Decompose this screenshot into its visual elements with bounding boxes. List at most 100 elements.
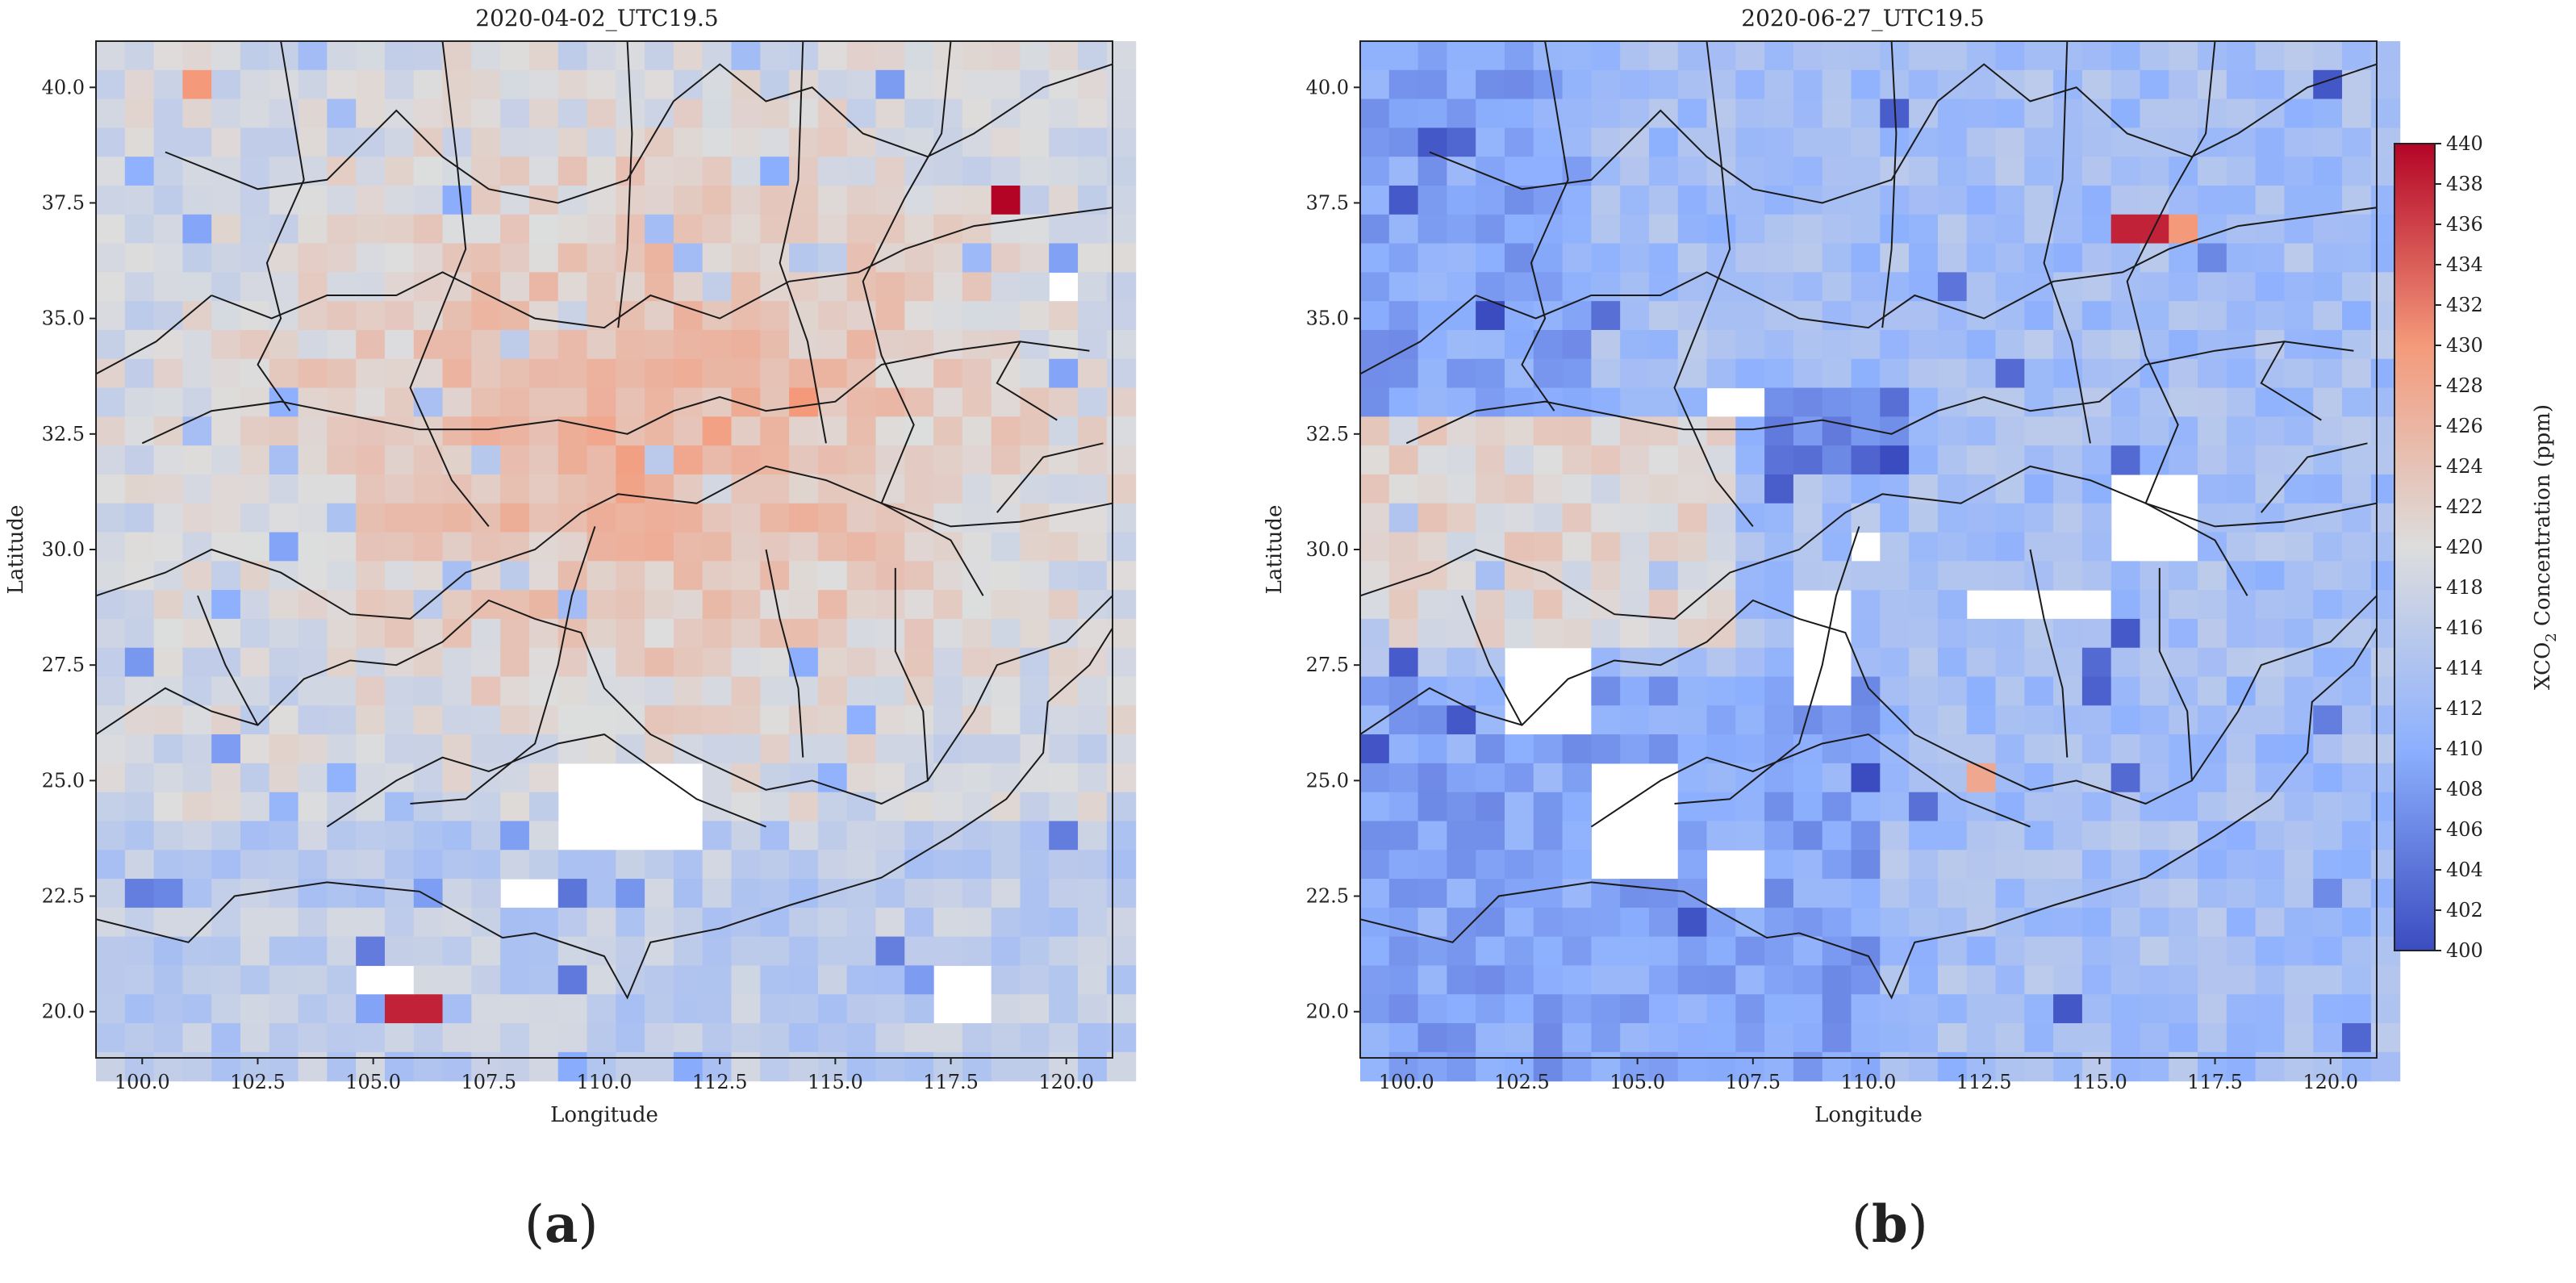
heatmap-cell (2226, 214, 2257, 244)
heatmap-cell (1447, 994, 1476, 1024)
heatmap-cell (1049, 214, 1079, 244)
heatmap-cell (2342, 850, 2372, 880)
heatmap-cell (789, 850, 819, 880)
heatmap-cell (1388, 503, 1419, 533)
heatmap-cell (1735, 41, 1765, 71)
heatmap-cell (182, 1023, 212, 1053)
heatmap-cell (1822, 98, 1852, 128)
heatmap-cell (298, 590, 328, 620)
heatmap-cell (211, 936, 241, 967)
heatmap-cell (2081, 329, 2112, 360)
heatmap-cell (1735, 965, 1765, 995)
heatmap-cell (471, 647, 501, 678)
heatmap-cell (1880, 445, 1910, 475)
heatmap-cell (2110, 936, 2141, 967)
heatmap-cell (1106, 214, 1137, 244)
heatmap-cell (1966, 734, 1997, 764)
heatmap-cell (587, 1023, 616, 1053)
heatmap-cell (327, 272, 357, 302)
heatmap-cell (1106, 618, 1137, 649)
heatmap-cell (760, 329, 790, 360)
heatmap-cell (1562, 214, 1592, 244)
heatmap-cell (1822, 763, 1852, 793)
heatmap-cell (182, 936, 212, 967)
heatmap-cell (1706, 127, 1736, 157)
heatmap-cell (1937, 358, 1968, 389)
heatmap-cell (846, 69, 877, 100)
heatmap-cell (1360, 445, 1390, 475)
heatmap-cell (153, 792, 183, 822)
heatmap-cell (240, 821, 270, 850)
boundary-line (95, 595, 1113, 805)
heatmap-cell (1360, 734, 1390, 764)
heatmap-cell (471, 416, 501, 446)
heatmap-cell (1360, 301, 1390, 331)
heatmap-cell (962, 416, 992, 446)
heatmap-cell (124, 561, 155, 591)
heatmap-cell (153, 590, 183, 620)
heatmap-cell (645, 618, 674, 649)
heatmap-cell (413, 1023, 444, 1053)
heatmap-cell (875, 214, 905, 244)
heatmap-cell (124, 676, 155, 706)
heatmap-cell (1851, 907, 1881, 938)
heatmap-cell (384, 387, 415, 417)
heatmap-cell (1417, 445, 1447, 475)
heatmap-cell (1078, 474, 1108, 504)
heatmap-cell (645, 69, 674, 100)
heatmap-cell (2342, 387, 2372, 417)
heatmap-cell (1388, 243, 1419, 273)
heatmap-cell (1822, 879, 1852, 909)
heatmap-cell (413, 416, 444, 446)
heatmap-cell (875, 272, 905, 302)
heatmap-cell (789, 243, 819, 273)
heatmap-cell (356, 705, 386, 735)
heatmap-cell (760, 647, 790, 678)
heatmap-cell (442, 243, 472, 273)
heatmap-cell (2342, 936, 2372, 967)
heatmap-cell (356, 127, 386, 157)
heatmap-cell (182, 127, 212, 157)
heatmap-cell (1447, 561, 1476, 591)
boundary-line (197, 595, 259, 726)
heatmap-cell (1476, 98, 1505, 128)
heatmap-cell (1735, 69, 1765, 100)
heatmap-cell (2198, 127, 2227, 157)
heatmap-cell (413, 561, 444, 591)
heatmap-cell (1909, 936, 1939, 967)
heatmap-cell (2313, 358, 2343, 389)
heatmap-cell (1620, 734, 1650, 764)
heatmap-cell (1648, 532, 1679, 562)
heatmap-cell (1447, 647, 1476, 678)
heatmap-cell (1417, 1023, 1447, 1053)
heatmap-cell (1078, 590, 1108, 620)
heatmap-cell (500, 503, 530, 533)
heatmap-cell (96, 879, 126, 909)
heatmap-cell (1677, 157, 1708, 186)
heatmap-cell (1937, 445, 1968, 475)
heatmap-cell (1793, 705, 1823, 735)
heatmap-cell (1851, 590, 1881, 620)
heatmap-cell (846, 850, 877, 880)
heatmap-cell (240, 157, 270, 186)
heatmap-cell (875, 850, 905, 880)
heatmap-cell (384, 936, 415, 967)
heatmap-cell (645, 358, 674, 389)
boundary-line (1461, 595, 1523, 726)
heatmap-cell (1822, 1023, 1852, 1053)
heatmap-cell (1020, 907, 1050, 938)
heatmap-cell (1476, 387, 1505, 417)
heatmap-cell (1937, 965, 1968, 995)
heatmap-cell (557, 445, 588, 475)
heatmap-cell (356, 1023, 386, 1053)
heatmap-cell (789, 69, 819, 100)
heatmap-cell (1764, 127, 1794, 157)
heatmap-cell (1591, 41, 1621, 71)
panel-b-title: 2020-06-27_UTC19.5 (1741, 5, 1984, 31)
heatmap-cell (1106, 98, 1137, 128)
heatmap-cell (211, 157, 241, 186)
heatmap-cell (500, 98, 530, 128)
heatmap-cell (1677, 532, 1708, 562)
heatmap-cell (557, 329, 588, 360)
heatmap-cell (1476, 445, 1505, 475)
